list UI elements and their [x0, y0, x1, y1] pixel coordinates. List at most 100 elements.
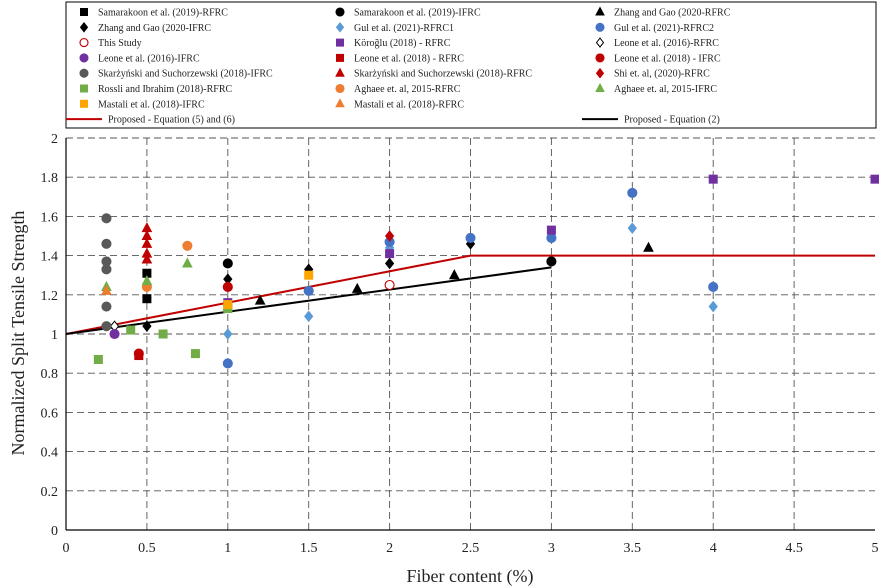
data-point	[141, 275, 153, 286]
legend-label: Skarżyński and Suchorzewski (2018)-RFRC	[354, 69, 532, 80]
legend-label: This Study	[98, 38, 142, 49]
x-tick-label: 4	[710, 541, 717, 556]
data-point	[141, 229, 153, 240]
legend-label: Leone et al. (2016)-IFRC	[98, 53, 200, 64]
legend-label: Köroğlu (2018) - RFRC	[354, 38, 451, 49]
legend-marker	[79, 68, 89, 78]
data-points	[93, 174, 879, 369]
data-point	[708, 174, 718, 184]
fit-line	[65, 254, 875, 335]
legend-label: Shi et. al, (2020)-RFRC	[614, 69, 710, 80]
y-tick-label: 1.8	[41, 171, 59, 186]
legend-marker	[595, 53, 605, 63]
data-point	[222, 281, 233, 293]
data-point	[190, 349, 200, 359]
legend-label: Proposed - Equation (5) and (6)	[108, 115, 235, 126]
legend-label: Leone et al. (2018) - IFRC	[614, 53, 721, 64]
legend-label: Zhang and Gao (2020-IFRC	[98, 23, 211, 34]
legend-marker	[595, 82, 605, 92]
legend-entry: Rossli and Ibrahim (2018)-RFRC	[80, 84, 232, 95]
data-point	[133, 348, 144, 359]
legend-entry: Proposed - Equation (2)	[582, 115, 720, 126]
legend-label: Samarakoon et al. (2019)-IFRC	[354, 8, 481, 19]
data-point	[182, 240, 193, 251]
legend-marker	[80, 84, 88, 93]
data-point	[870, 174, 879, 184]
y-tick-label: 0	[51, 524, 58, 539]
y-tick-label: 1.2	[41, 289, 59, 304]
legend-marker	[79, 38, 89, 48]
legend-label: Leone et al. (2018) - RFRC	[354, 53, 464, 64]
legend-label: Skarżyński and Suchorzewski (2018)-IFRC	[98, 69, 273, 80]
y-tick-label: 1.4	[41, 250, 59, 265]
legend-entry: Skarżyński and Suchorzewski (2018)-IFRC	[79, 68, 273, 80]
data-point	[448, 269, 460, 280]
x-tick-label: 5	[872, 541, 879, 556]
legend-entry: Samarakoon et al. (2019)-RFRC	[80, 8, 228, 19]
legend-entry: This Study	[79, 38, 142, 49]
legend-entry: Leone et al. (2016)-IFRC	[79, 53, 200, 64]
legend-label: Samarakoon et al. (2019)-RFRC	[98, 8, 228, 19]
data-point	[223, 300, 233, 310]
legend-marker	[335, 7, 345, 17]
data-point	[351, 282, 363, 293]
data-point	[141, 253, 153, 264]
data-point	[182, 257, 193, 268]
legend-entry: Gul et al. (2021)-RFRC2	[595, 22, 714, 34]
legend-marker	[335, 67, 345, 77]
data-point	[627, 187, 638, 198]
grid	[66, 137, 875, 530]
data-point	[546, 232, 557, 244]
legend-entry: Proposed - Equation (5) and (6)	[66, 115, 235, 126]
data-point	[465, 232, 476, 244]
data-point	[101, 238, 112, 249]
data-point	[126, 325, 136, 335]
legend-marker	[80, 8, 88, 16]
legend-label: Aghaee et. al, 2015-RFRC	[354, 84, 461, 95]
legend-marker	[335, 98, 345, 108]
legend-entry: Samarakoon et al. (2019)-IFRC	[335, 7, 481, 19]
x-tick-label: 3	[548, 541, 555, 556]
y-tick-label: 0.6	[41, 406, 59, 421]
y-tick-label: 0.2	[41, 485, 59, 500]
x-tick-label: 0.5	[138, 541, 156, 556]
data-point	[142, 294, 152, 304]
data-point	[158, 329, 168, 339]
legend-marker	[79, 21, 89, 33]
x-tick-label: 2.5	[462, 541, 480, 556]
legend-entry: Leone et al. (2016)-RFRC	[595, 37, 719, 49]
data-point	[142, 320, 152, 332]
data-point	[101, 321, 112, 332]
legend-marker	[595, 22, 605, 32]
legend-label: Proposed - Equation (2)	[624, 115, 720, 126]
legend-marker	[336, 38, 344, 47]
data-point	[222, 358, 233, 369]
x-tick-label: 3.5	[624, 541, 642, 556]
data-point	[222, 258, 233, 269]
legend-marker	[336, 53, 344, 62]
legend-marker	[80, 99, 88, 108]
y-axis-label: Normalized Split Tensile Strength	[8, 211, 28, 456]
data-point	[708, 300, 718, 313]
legend-label: Leone et al. (2016)-RFRC	[614, 38, 719, 49]
x-tick-label: 2	[386, 541, 393, 556]
legend-entry: Shi et. al, (2020)-RFRC	[595, 67, 710, 80]
data-point	[385, 249, 395, 259]
data-point	[627, 222, 637, 234]
legend-box	[65, 1, 877, 129]
legend-marker	[335, 21, 345, 33]
x-tick-label: 4.5	[785, 541, 803, 556]
legend-entry: Gul et al. (2021)-RFRC1	[335, 21, 454, 34]
data-point	[303, 285, 314, 296]
y-tick-label: 2	[51, 132, 58, 147]
data-point	[546, 256, 557, 267]
legend-entry: Zhang and Gao (2020-RFRC	[595, 6, 731, 19]
data-point	[223, 328, 233, 340]
legend-entry: Mastali et al. (2018)-RFRC	[335, 98, 464, 110]
legend-marker	[79, 53, 89, 63]
legend-label: Gul et al. (2021)-RFRC2	[614, 23, 714, 34]
data-point	[101, 301, 112, 312]
legend-entry: Skarżyński and Suchorzewski (2018)-RFRC	[335, 67, 532, 80]
tick-labels: 0 0.2 0.4 0.6 0.8 1 1.2 1.4 1.6 1.8 2 0 0.5 1 1.5 2 2.5 3…	[41, 132, 879, 556]
